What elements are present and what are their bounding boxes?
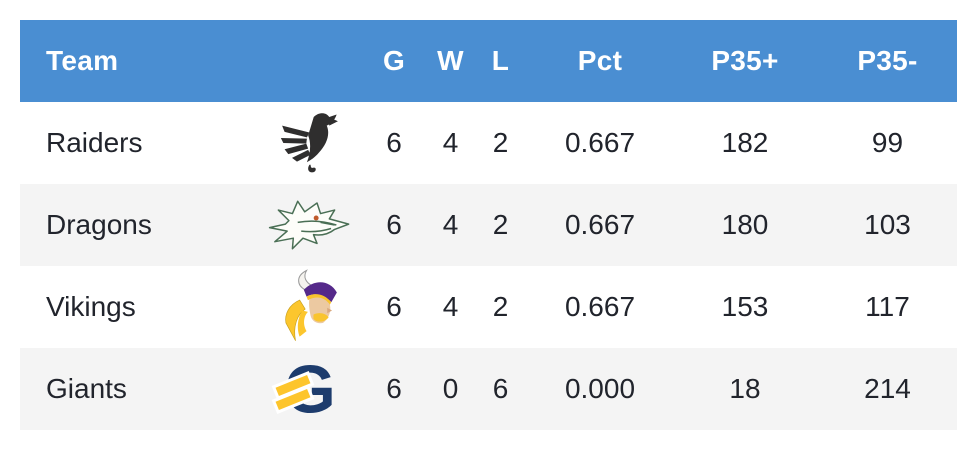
p35plus-value: 18 bbox=[729, 373, 761, 404]
team-logo-cell bbox=[260, 184, 360, 266]
p35minus-value: 214 bbox=[864, 373, 911, 404]
pct-value: 0.000 bbox=[564, 373, 636, 404]
column-header-pct: Pct bbox=[577, 45, 623, 76]
wins-value: 4 bbox=[442, 209, 459, 240]
p35plus-value: 153 bbox=[721, 291, 769, 322]
p35minus-value: 99 bbox=[871, 127, 904, 158]
p35plus-value: 180 bbox=[721, 209, 769, 240]
pct-value: 0.667 bbox=[564, 127, 636, 158]
wins-value: 4 bbox=[442, 127, 459, 158]
team-logo-cell bbox=[260, 266, 360, 348]
column-header-wins: W bbox=[437, 45, 464, 76]
games-value: 6 bbox=[386, 209, 402, 240]
team-name: Vikings bbox=[46, 291, 136, 322]
column-header-p35plus: P35+ bbox=[711, 45, 779, 76]
vikings-norseman-icon bbox=[285, 269, 337, 341]
team-logo-cell bbox=[260, 102, 360, 184]
team-name: Raiders bbox=[46, 127, 143, 158]
wins-value: 4 bbox=[442, 291, 459, 322]
pct-value: 0.667 bbox=[564, 291, 636, 322]
standings-table: Team G W L Pct P35+ P35- Raiders 6 bbox=[20, 20, 957, 430]
column-header-losses: L bbox=[491, 45, 510, 76]
pct-value: 0.667 bbox=[564, 209, 636, 240]
losses-value: 2 bbox=[492, 291, 509, 322]
losses-value: 2 bbox=[492, 209, 509, 240]
losses-value: 6 bbox=[492, 373, 509, 404]
p35plus-value: 182 bbox=[721, 127, 769, 158]
table-row-vikings: Vikings 6 4 2 0.667 153 117 bbox=[20, 266, 957, 348]
table-header-row: Team G W L Pct P35+ P35- bbox=[20, 20, 957, 102]
raiders-bird-icon bbox=[280, 113, 338, 173]
p35minus-value: 117 bbox=[865, 291, 910, 322]
games-value: 6 bbox=[386, 127, 402, 158]
wins-value: 0 bbox=[442, 373, 459, 404]
dragons-dragon-icon bbox=[268, 200, 350, 250]
table-row-raiders: Raiders 6 4 2 0.667 182 99 bbox=[20, 102, 957, 184]
column-header-team: Team bbox=[46, 45, 119, 76]
table-row-dragons: Dragons 6 4 2 0.667 180 103 bbox=[20, 184, 957, 266]
games-value: 6 bbox=[386, 373, 402, 404]
column-header-p35minus: P35- bbox=[857, 45, 918, 76]
p35minus-value: 103 bbox=[864, 209, 911, 240]
team-name: Giants bbox=[46, 373, 127, 404]
giants-letter-icon: G bbox=[275, 354, 338, 424]
team-logo-cell: G bbox=[260, 348, 360, 430]
games-value: 6 bbox=[386, 291, 402, 322]
losses-value: 2 bbox=[492, 127, 509, 158]
column-header-games: G bbox=[382, 45, 406, 76]
table-row-giants: Giants G 6 0 6 0.000 18 214 bbox=[20, 348, 957, 430]
team-name: Dragons bbox=[46, 209, 152, 240]
column-header-logo-spacer bbox=[260, 20, 360, 102]
